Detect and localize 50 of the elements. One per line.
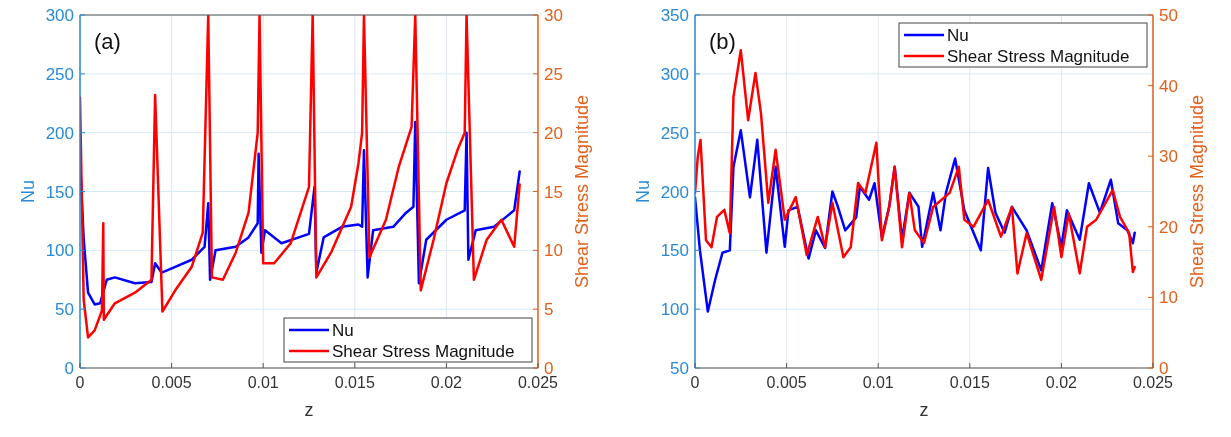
y2-tick-label: 50 xyxy=(1159,6,1178,25)
y2-tick-label: 30 xyxy=(544,6,563,25)
x-tick-label: 0.02 xyxy=(1045,374,1078,391)
y2-tick-label: 20 xyxy=(544,123,563,143)
legend-label: Nu xyxy=(332,321,354,340)
line-series xyxy=(80,15,521,339)
y2-tick-label: 10 xyxy=(1159,288,1178,308)
y2-tick-label: 15 xyxy=(544,182,563,202)
y-tick-label: 50 xyxy=(55,300,74,320)
x-tick-label: 0 xyxy=(75,374,85,391)
annotation: (b) xyxy=(709,29,736,54)
x-tick-label: 0.025 xyxy=(1132,374,1174,391)
y-tick-label: 350 xyxy=(660,6,689,25)
y2-axis-title: Shear Stress Magnitude xyxy=(1187,94,1207,289)
y2-tick-label: 40 xyxy=(1159,76,1178,96)
y2-tick-label: 20 xyxy=(1159,217,1178,237)
y-tick-label: 300 xyxy=(660,64,689,84)
y2-axis-title: Shear Stress Magnitude xyxy=(572,94,592,289)
x-tick-label: 0.02 xyxy=(430,374,463,391)
y2-tick-label: 5 xyxy=(544,300,554,320)
x-tick-label: 0.025 xyxy=(517,374,559,391)
y-tick-label: 150 xyxy=(660,241,689,261)
y-axis-title: Nu xyxy=(18,179,38,204)
y2-tick-label: 10 xyxy=(544,241,563,261)
y-tick-label: 50 xyxy=(670,359,689,378)
x-tick-label: 0.005 xyxy=(766,374,807,391)
legend-label: Shear Stress Magnitude xyxy=(947,47,1130,66)
y-tick-label: 100 xyxy=(660,300,689,320)
y-tick-label: 150 xyxy=(45,182,74,202)
x-tick-label: 0.005 xyxy=(151,374,192,391)
x-tick-label: 0 xyxy=(690,374,700,391)
y-tick-label: 250 xyxy=(660,123,689,143)
x-axis-title: z xyxy=(304,400,314,420)
y2-tick-label: 30 xyxy=(1159,147,1178,167)
y-tick-label: 250 xyxy=(45,64,74,84)
annotation: (a) xyxy=(94,29,121,54)
x-tick-label: 0.01 xyxy=(247,374,279,391)
x-tick-label: 0.015 xyxy=(334,374,375,391)
y-tick-label: 200 xyxy=(660,182,689,202)
y2-tick-label: 25 xyxy=(544,64,563,84)
x-tick-label: 0.01 xyxy=(862,374,894,391)
y-tick-label: 100 xyxy=(45,241,74,261)
y-tick-label: 0 xyxy=(64,359,74,378)
y-axis-title: Nu xyxy=(633,179,653,204)
x-axis-title: z xyxy=(919,400,929,420)
legend-label: Nu xyxy=(947,26,969,45)
y-tick-label: 300 xyxy=(45,6,74,25)
legend-label: Shear Stress Magnitude xyxy=(332,342,515,361)
y-tick-label: 200 xyxy=(45,123,74,143)
x-tick-label: 0.015 xyxy=(949,374,990,391)
